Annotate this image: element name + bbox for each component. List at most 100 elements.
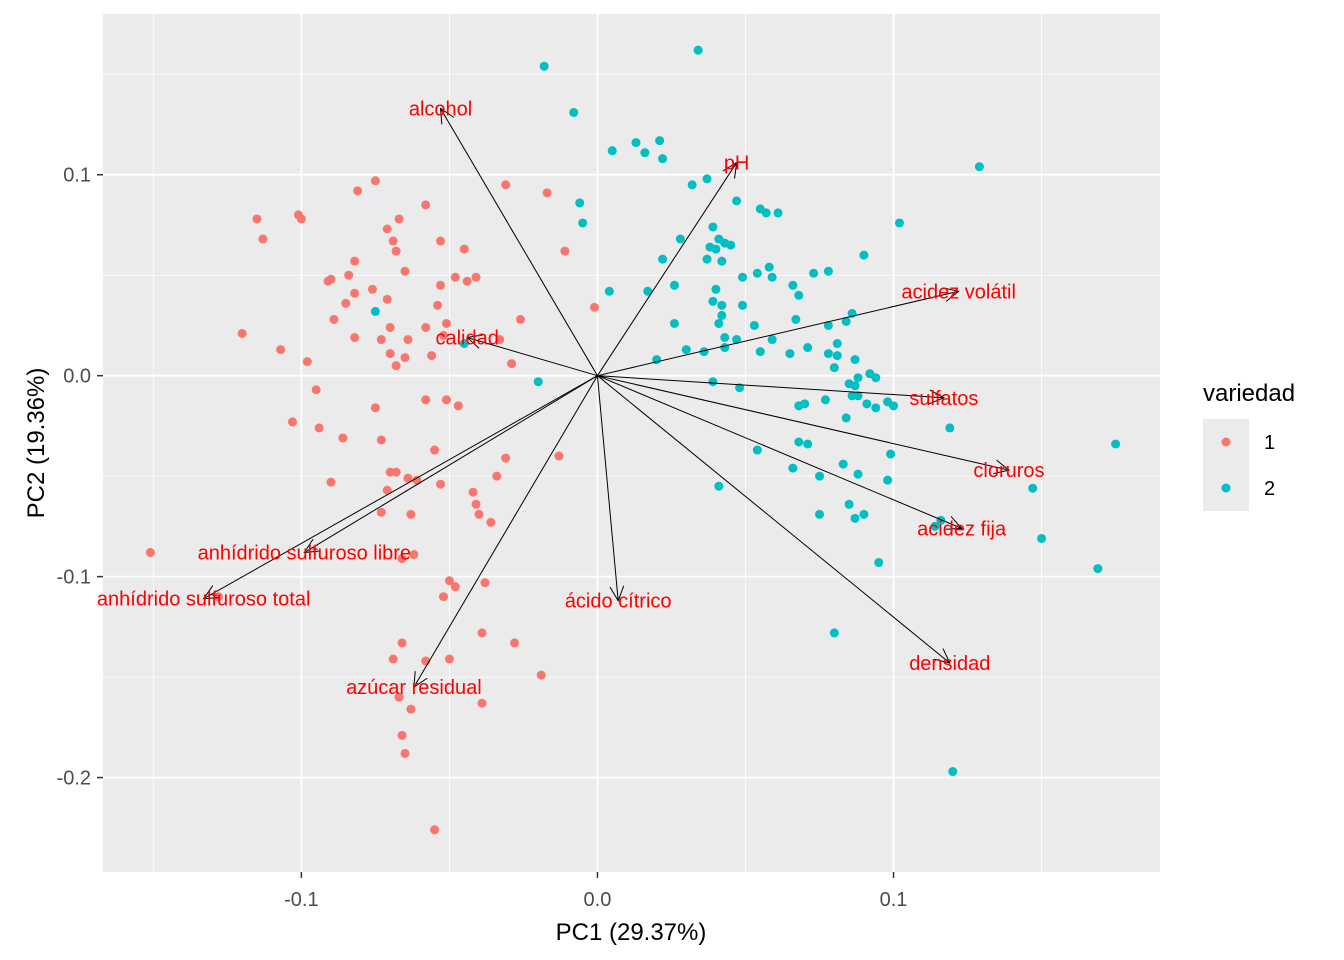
loading-arrow-shaft xyxy=(304,375,598,553)
point-variedad-1 xyxy=(501,180,511,190)
point-variedad-1 xyxy=(370,176,380,186)
point-variedad-1 xyxy=(450,582,460,592)
point-variedad-2 xyxy=(708,222,718,232)
point-variedad-2 xyxy=(705,242,715,252)
point-variedad-1 xyxy=(486,517,496,527)
point-variedad-2 xyxy=(1111,439,1121,449)
plot-panel xyxy=(103,14,1160,872)
point-variedad-2 xyxy=(732,335,742,345)
point-variedad-2 xyxy=(803,343,813,353)
loading-arrow-shaft xyxy=(597,162,738,376)
point-variedad-1 xyxy=(433,300,443,310)
point-variedad-2 xyxy=(803,439,813,449)
loading-arrow-head xyxy=(928,389,946,405)
point-variedad-1 xyxy=(353,186,363,196)
point-variedad-2 xyxy=(788,463,798,473)
point-variedad-1 xyxy=(296,214,306,224)
point-variedad-1 xyxy=(471,272,481,282)
point-variedad-1 xyxy=(391,467,401,477)
point-variedad-2 xyxy=(853,469,863,479)
point-variedad-1 xyxy=(276,345,286,355)
point-variedad-1 xyxy=(436,236,446,246)
point-variedad-1 xyxy=(391,246,401,256)
point-variedad-2 xyxy=(794,401,804,411)
point-variedad-1 xyxy=(542,188,552,198)
point-variedad-1 xyxy=(589,302,599,312)
point-variedad-1 xyxy=(462,276,472,286)
point-variedad-2 xyxy=(652,355,662,365)
point-variedad-1 xyxy=(412,475,422,485)
point-variedad-2 xyxy=(859,250,869,260)
point-variedad-2 xyxy=(761,208,771,218)
loading-arrow-head xyxy=(722,161,738,179)
loading-arrow-shaft xyxy=(413,375,598,688)
loading-arrows xyxy=(202,107,1011,689)
point-variedad-1 xyxy=(477,698,487,708)
point-variedad-1 xyxy=(382,224,392,234)
y-tick-label: -0.2 xyxy=(57,768,91,790)
point-variedad-1 xyxy=(536,670,546,680)
point-variedad-2 xyxy=(764,262,774,272)
loading-arrow-shaft xyxy=(597,375,1010,471)
point-variedad-2 xyxy=(752,445,762,455)
point-variedad-2 xyxy=(708,296,718,306)
point-variedad-2 xyxy=(838,459,848,469)
point-variedad-1 xyxy=(450,272,460,282)
point-variedad-2 xyxy=(785,349,795,359)
loading-arrow-head xyxy=(439,107,455,125)
point-variedad-1 xyxy=(388,236,398,246)
point-variedad-2 xyxy=(809,268,819,278)
loading-arrow-head xyxy=(202,585,220,600)
point-variedad-2 xyxy=(883,475,893,485)
point-variedad-2 xyxy=(820,395,830,405)
point-variedad-2 xyxy=(732,196,742,206)
point-variedad-2 xyxy=(886,449,896,459)
loading-arrow-head xyxy=(993,459,1011,475)
point-variedad-2 xyxy=(714,318,724,328)
point-variedad-2 xyxy=(752,268,762,278)
point-variedad-1 xyxy=(397,730,407,740)
point-variedad-1 xyxy=(394,692,404,702)
point-variedad-1 xyxy=(376,435,386,445)
point-variedad-1 xyxy=(382,485,392,495)
y-axis-title: PC2 (19.36%) xyxy=(23,368,50,519)
loading-label: anhídrido sulfuroso total xyxy=(97,589,310,611)
loading-label: alcohol xyxy=(409,98,472,120)
point-variedad-2 xyxy=(767,335,777,345)
point-variedad-2 xyxy=(720,333,730,343)
point-variedad-2 xyxy=(850,381,860,391)
point-variedad-1 xyxy=(421,395,431,405)
point-variedad-2 xyxy=(832,339,842,349)
point-variedad-1 xyxy=(436,479,446,489)
x-tick-label: 0.0 xyxy=(584,889,612,911)
point-variedad-1 xyxy=(453,401,463,411)
point-variedad-2 xyxy=(948,767,958,777)
point-variedad-1 xyxy=(480,578,490,588)
x-axis-title: PC1 (29.37%) xyxy=(556,919,707,946)
loading-arrow-head xyxy=(413,671,428,689)
point-variedad-2 xyxy=(720,238,730,248)
y-axis-ticks: -0.2 -0.1 0.0 0.1 xyxy=(57,165,103,790)
point-variedad-1 xyxy=(252,214,262,224)
point-variedad-1 xyxy=(394,214,404,224)
point-variedad-2 xyxy=(974,162,984,172)
point-variedad-2 xyxy=(788,280,798,290)
point-variedad-2 xyxy=(717,300,727,310)
point-variedad-1 xyxy=(376,507,386,517)
point-variedad-1 xyxy=(311,385,321,395)
loading-arrow-head xyxy=(609,585,625,602)
point-variedad-1 xyxy=(385,349,395,359)
point-variedad-1 xyxy=(409,550,419,560)
point-variedad-2 xyxy=(749,320,759,330)
point-variedad-2 xyxy=(894,218,904,228)
point-variedad-2 xyxy=(370,306,380,316)
point-variedad-1 xyxy=(403,473,413,483)
loading-label: acidez fija xyxy=(917,518,1007,540)
point-variedad-2 xyxy=(533,377,543,387)
point-variedad-2 xyxy=(735,383,745,393)
point-variedad-2 xyxy=(829,363,839,373)
loading-arrow-head xyxy=(466,334,484,349)
legend-key-1 xyxy=(1221,437,1231,447)
point-variedad-2 xyxy=(711,284,721,294)
legend-label-1: 1 xyxy=(1264,432,1275,454)
